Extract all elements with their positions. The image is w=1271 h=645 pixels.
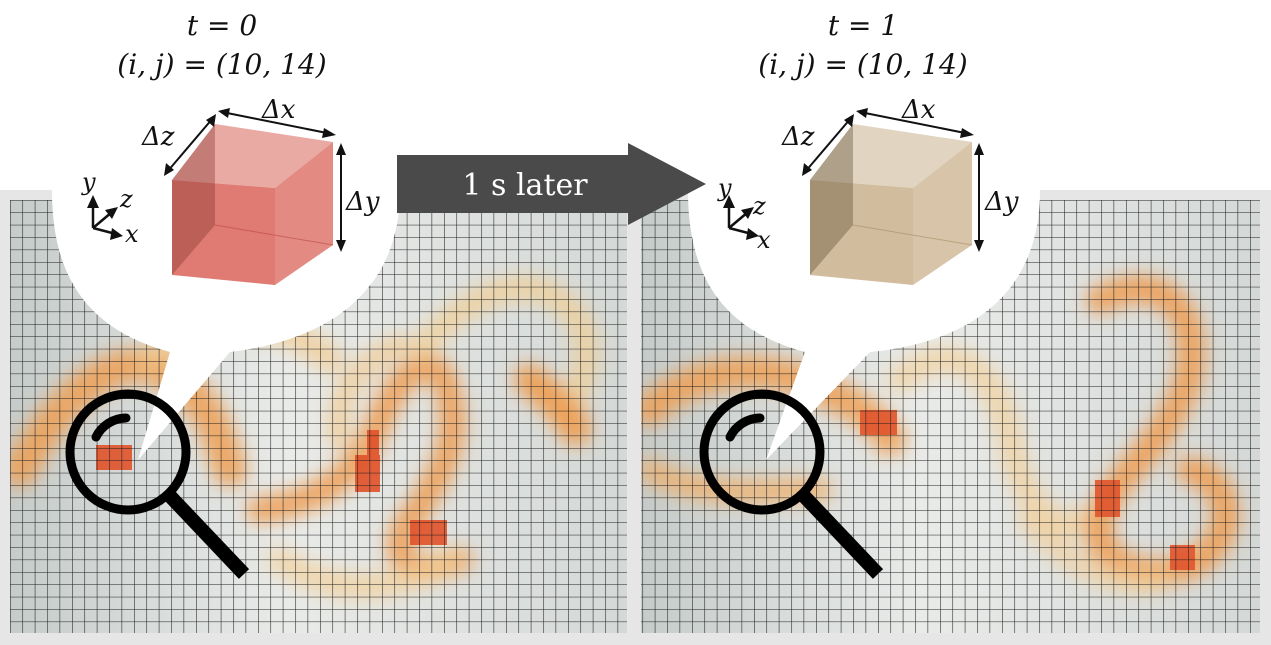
left-axes-triad bbox=[87, 195, 123, 240]
left-dx-label: Δx bbox=[261, 95, 296, 125]
left-cell-cube bbox=[172, 124, 334, 285]
right-dx-label: Δx bbox=[901, 95, 936, 125]
right-time-label: t = 1 bbox=[828, 9, 898, 42]
right-dimension-arrows bbox=[802, 108, 984, 252]
right-dz-label: Δz bbox=[781, 122, 815, 152]
left-time-label: t = 0 bbox=[187, 9, 257, 42]
left-axis-z-label: z bbox=[119, 185, 133, 213]
right-cell-cube bbox=[810, 124, 973, 285]
left-dz-label: Δz bbox=[141, 122, 175, 152]
right-axis-z-label: z bbox=[752, 192, 766, 220]
left-dimension-arrows bbox=[164, 108, 346, 252]
right-magnifier-icon bbox=[699, 389, 884, 579]
right-axes-triad bbox=[723, 195, 759, 240]
left-index-label: (i, j) = (10, 14) bbox=[117, 48, 326, 81]
left-magnifier-icon bbox=[65, 389, 250, 579]
left-axis-y-label: y bbox=[81, 168, 96, 196]
right-index-label: (i, j) = (10, 14) bbox=[758, 48, 967, 81]
right-axis-x-label: x bbox=[757, 226, 771, 254]
time-step-arrow: 1 s later bbox=[397, 143, 706, 225]
left-dy-label: Δy bbox=[345, 187, 380, 217]
left-axis-x-label: x bbox=[125, 220, 139, 248]
right-dy-label: Δy bbox=[984, 187, 1019, 217]
right-axis-y-label: y bbox=[717, 174, 732, 202]
arrow-label: 1 s later bbox=[462, 168, 588, 203]
